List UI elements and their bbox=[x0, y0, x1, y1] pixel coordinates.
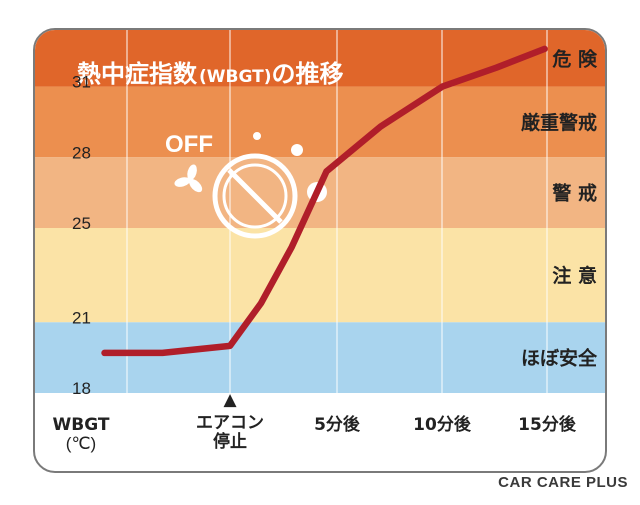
y-tick-18: 18 bbox=[72, 379, 91, 398]
band-label-0: 危 険 bbox=[552, 47, 598, 70]
no-symbol-icon bbox=[212, 153, 298, 239]
band-label-4: ほぼ安全 bbox=[521, 347, 598, 370]
x-marker-triangle: ▲ bbox=[223, 390, 237, 410]
band-4 bbox=[35, 322, 605, 393]
off-icon-text: OFF bbox=[165, 131, 213, 158]
svg-text:熱中症指数(WBGT)の推移: 熱中症指数 (WBGT)の推移 bbox=[77, 60, 344, 88]
x-label-0-line1: エアコン bbox=[196, 413, 264, 433]
band-3 bbox=[35, 228, 605, 323]
x-label-3: 15分後 bbox=[518, 414, 577, 435]
band-label-3: 注 意 bbox=[552, 264, 597, 287]
title-tail: の推移 bbox=[272, 60, 344, 88]
chart-title: 熱中症指数 (WBGT)の推移 bbox=[77, 60, 344, 88]
wbgt-series bbox=[101, 45, 548, 357]
y-ticks: 31 28 25 21 18 bbox=[72, 73, 91, 398]
x-axis-label: WBGT bbox=[53, 415, 110, 435]
x-label-0-line2: 停止 bbox=[213, 431, 247, 452]
series-line-0 bbox=[101, 45, 548, 357]
chart-card: OFF 熱中症指数 (WBGT)の推移 31 28 25 21 18 危 険厳重警戒警 bbox=[33, 28, 607, 473]
fan-icon bbox=[174, 164, 203, 193]
y-tick-21: 21 bbox=[72, 308, 91, 327]
title-main: 熱中症指数 bbox=[77, 60, 198, 88]
x-axis-unit: (℃) bbox=[66, 434, 96, 453]
x-label-2: 10分後 bbox=[413, 414, 472, 435]
band-1 bbox=[35, 86, 605, 158]
risk-bands bbox=[35, 30, 605, 393]
y-tick-25: 25 bbox=[72, 214, 91, 233]
band-label-1: 厳重警戒 bbox=[521, 111, 597, 134]
watermark-logo: CAR CARE PLUS bbox=[498, 474, 628, 491]
band-0 bbox=[35, 30, 605, 87]
band-label-2: 警 戒 bbox=[552, 182, 597, 205]
title-paren: (WBGT) bbox=[199, 67, 272, 87]
x-label-1: 5分後 bbox=[314, 414, 361, 435]
y-tick-28: 28 bbox=[72, 143, 91, 162]
y-tick-31: 31 bbox=[72, 73, 91, 92]
